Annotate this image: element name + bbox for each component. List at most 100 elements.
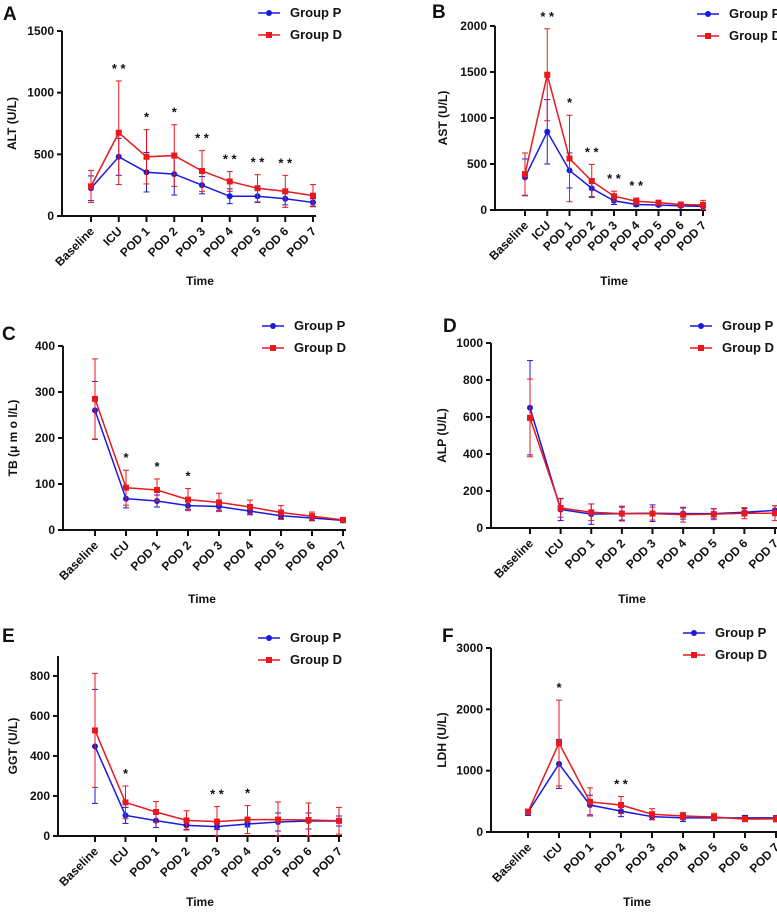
x-tick-label: POD 3 [173, 224, 209, 260]
y-tick-label: 1000 [27, 86, 54, 100]
data-point [153, 809, 159, 815]
y-tick-label: 800 [30, 669, 50, 683]
significance-marker: * [567, 95, 573, 110]
data-point [655, 199, 662, 206]
data-point [278, 509, 284, 516]
panel-letter: B [432, 2, 446, 23]
legend-entry: Group D [697, 28, 777, 43]
legend-label: Group D [715, 647, 767, 662]
data-point [773, 815, 777, 822]
y-tick-label: 200 [463, 484, 483, 498]
x-tick-label: POD 7 [314, 538, 350, 574]
data-point [282, 188, 289, 195]
significance-marker: * [123, 450, 129, 465]
data-point [711, 813, 717, 820]
series-line [529, 417, 775, 516]
significance-marker: * * [585, 144, 600, 159]
significance-marker: * [144, 110, 150, 125]
data-point [154, 486, 160, 493]
data-point [556, 740, 562, 747]
data-point [710, 511, 717, 518]
data-point [88, 183, 94, 190]
legend-entry: Group P [683, 625, 767, 640]
significance-marker: * [154, 459, 160, 474]
panel-letter: E [2, 626, 15, 647]
x-tick-label: POD 2 [157, 844, 193, 880]
data-point [275, 816, 281, 823]
x-tick-label: POD 4 [218, 844, 254, 880]
series-group-d [88, 80, 316, 208]
x-tick-label: POD 1 [117, 224, 153, 260]
x-tick-label: POD 1 [561, 840, 597, 876]
data-point [649, 510, 656, 517]
x-tick-label: POD 2 [593, 536, 629, 572]
legend-entry: Group P [690, 318, 774, 333]
x-tick-label: POD 3 [188, 844, 224, 880]
y-tick-label: 2000 [456, 702, 483, 716]
data-point [527, 414, 533, 421]
legend-label: Group D [290, 652, 342, 667]
y-axis-label: ALP (U/L) [435, 408, 449, 462]
data-point [525, 808, 531, 815]
data-point [226, 178, 233, 185]
y-tick-label: 0 [48, 523, 55, 537]
significance-marker: * * [251, 155, 266, 170]
data-point [544, 128, 551, 135]
significance-marker: * * [614, 776, 629, 791]
legend-marker [698, 323, 704, 329]
significance-marker: * [556, 680, 562, 695]
series-group-d [527, 378, 777, 523]
data-point [677, 201, 684, 208]
y-tick-label: 0 [476, 521, 483, 535]
data-point [742, 816, 748, 823]
legend-label: Group P [290, 5, 342, 20]
x-tick-label: Baseline [52, 224, 97, 269]
data-point [185, 496, 191, 503]
x-tick-label: POD 5 [249, 844, 285, 880]
x-tick-label: POD 1 [562, 536, 598, 572]
y-tick-label: 0 [480, 203, 487, 217]
x-tick-label: POD 3 [623, 536, 659, 572]
data-point [123, 484, 129, 491]
significance-marker: * * [223, 152, 238, 167]
y-tick-label: 600 [30, 709, 50, 723]
y-axis-label: GGT (U/L) [6, 718, 20, 775]
y-axis-label: AST (U/L) [436, 91, 450, 146]
data-point [772, 510, 777, 517]
legend-label: Group P [729, 6, 777, 21]
x-tick-label: ICU [108, 538, 133, 563]
y-axis-label: ALT (U/L) [5, 97, 19, 150]
x-axis-label: Time [186, 274, 214, 288]
data-point [633, 198, 640, 205]
x-tick-label: Baseline [486, 218, 531, 263]
x-tick-label: POD 4 [654, 536, 690, 572]
data-point [305, 817, 312, 823]
data-point [214, 818, 220, 825]
legend-entry: Group P [258, 5, 342, 20]
significance-marker: * * [112, 61, 127, 76]
legend-label: Group P [290, 630, 342, 645]
x-tick-label: POD 2 [145, 224, 181, 260]
x-tick-label: POD 7 [746, 536, 777, 572]
series-group-d [522, 28, 706, 211]
legend-marker [266, 657, 272, 663]
legend-marker [270, 345, 276, 351]
x-tick-label: POD 2 [592, 840, 628, 876]
legend-entry: Group D [262, 340, 346, 355]
x-tick-label: POD 3 [623, 840, 659, 876]
x-tick-label: POD 4 [221, 538, 257, 574]
legend-marker [691, 630, 697, 636]
data-point [680, 511, 687, 518]
significance-marker: * * [540, 9, 555, 24]
panel-letter: D [443, 316, 457, 337]
x-tick-label: ICU [541, 840, 566, 865]
x-tick-label: POD 7 [747, 840, 777, 876]
significance-marker: * [172, 105, 178, 120]
data-point [340, 516, 346, 523]
panel-letter: A [3, 4, 17, 25]
legend-entry: Group P [697, 6, 777, 21]
data-point [199, 167, 205, 174]
